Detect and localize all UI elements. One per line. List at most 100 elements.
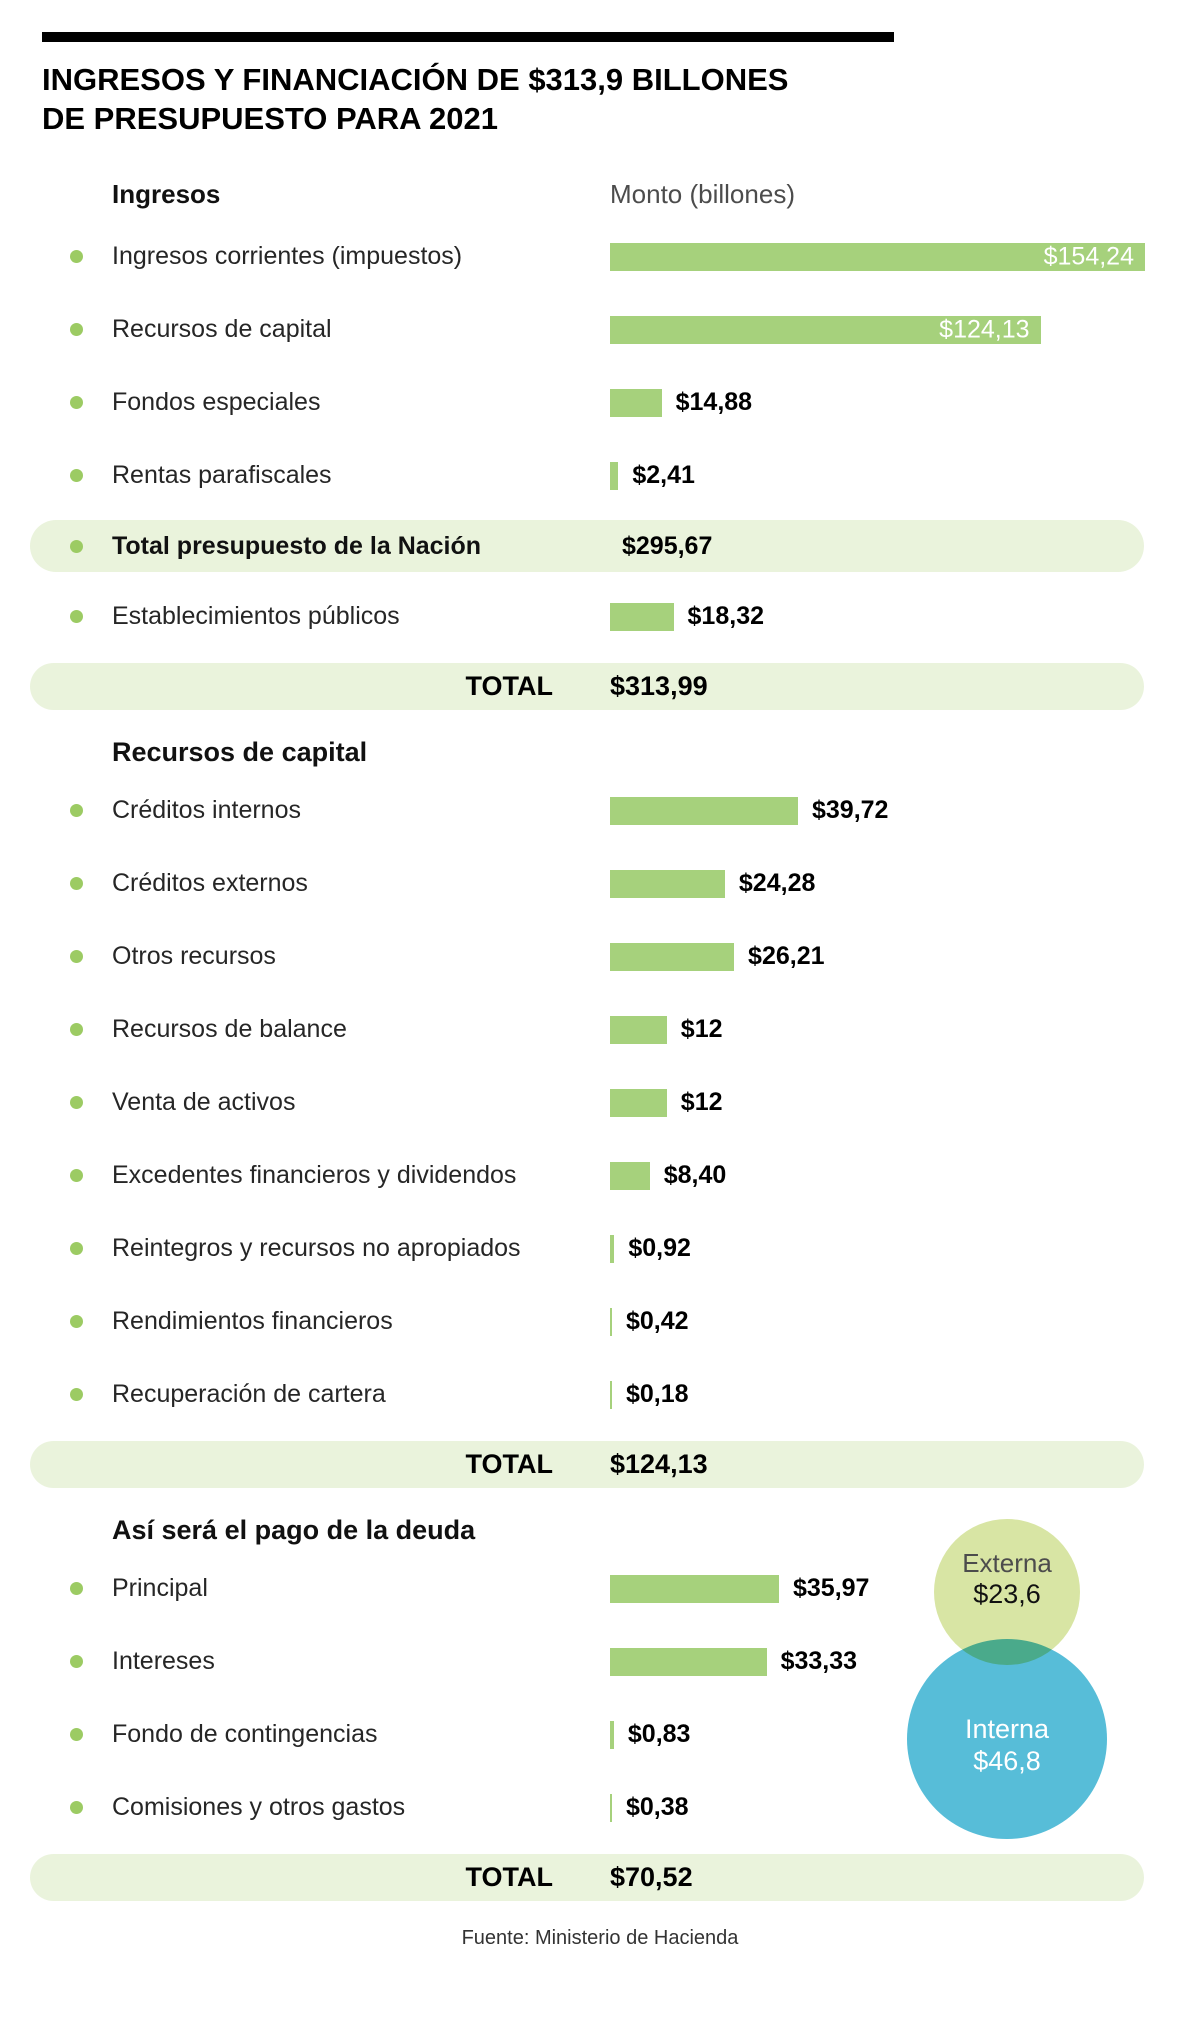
row-label: Fondos especiales (112, 388, 321, 416)
row-label: Intereses (112, 1647, 215, 1675)
page-title: INGRESOS Y FINANCIACIÓN DE $313,9 BILLON… (42, 60, 1200, 138)
section-header: Así será el pago de la deuda (42, 1508, 1200, 1552)
section-title: Así será el pago de la deuda (112, 1514, 476, 1545)
value-bar (610, 942, 735, 971)
circle-label: Externa (962, 1548, 1052, 1578)
value-bar (610, 1015, 667, 1044)
row-label: Recuperación de cartera (112, 1380, 386, 1408)
circle-value: $46,8 (973, 1746, 1041, 1776)
bar-value: $12 (680, 1088, 723, 1116)
bar-zone: $0,18 (610, 1380, 1200, 1409)
value-bar (610, 1574, 779, 1603)
row-label: Créditos externos (112, 869, 308, 897)
value-bar (610, 1793, 612, 1822)
bar-zone: $295,67 (610, 532, 1144, 561)
bar-value: $35,97 (793, 1574, 870, 1602)
bar-value: $0,38 (626, 1793, 689, 1821)
value-bar (610, 388, 662, 417)
bullet-icon (70, 250, 83, 263)
section-header: Ingresos Monto (billones) (42, 174, 1200, 210)
section-recursos-de-capital: Recursos de capital Créditos internos $39,… (30, 730, 1200, 1488)
value-bar (610, 796, 798, 825)
row-label: Rendimientos financieros (112, 1307, 393, 1335)
row-label: Ingresos corrientes (impuestos) (112, 242, 463, 270)
bar-zone: $0,83 (610, 1720, 1200, 1749)
value-bar: $154,24 (610, 242, 1145, 271)
page-title-line1: INGRESOS Y FINANCIACIÓN DE $313,9 BILLON… (42, 62, 789, 97)
bar-zone: $124,13 (610, 315, 1200, 344)
bar-zone: $12 (610, 1088, 1200, 1117)
bullet-icon (70, 1655, 83, 1668)
chart-row: Fondo de contingencias $0,83 (42, 1698, 1200, 1771)
row-label: Principal (112, 1574, 208, 1602)
chart-row: Rendimientos financieros $0,42 (42, 1285, 1200, 1358)
row-label: Total presupuesto de la Nación (112, 531, 482, 560)
chart-row: Otros recursos $26,21 (42, 920, 1200, 993)
row-label: Venta de activos (112, 1088, 296, 1116)
total-label: TOTAL (465, 1862, 554, 1892)
value-bar (610, 602, 674, 631)
value-bar (610, 1234, 615, 1263)
title-rule (42, 32, 894, 42)
total-label: TOTAL (465, 1449, 554, 1479)
bar-value: $39,72 (812, 796, 889, 824)
bullet-icon (70, 1388, 83, 1401)
bullet-icon (70, 1096, 83, 1109)
chart-row: Venta de activos $12 (42, 1066, 1200, 1139)
bar-value: $2,41 (632, 461, 695, 489)
bullet-icon (70, 1242, 83, 1255)
bar-value: $33,33 (780, 1647, 858, 1675)
circle-value: $23,6 (973, 1579, 1041, 1609)
circle-label: Interna (964, 1714, 1050, 1744)
total-row: TOTAL $70,52 (30, 1854, 1144, 1901)
bar-zone: $154,24 (610, 242, 1200, 271)
bar-value: $18,32 (687, 602, 764, 630)
bar-value: $154,24 (1043, 242, 1134, 270)
chart-row: Establecimientos públicos $18,32 (42, 580, 1200, 653)
row-value: $295,67 (622, 531, 713, 560)
value-bar (610, 461, 619, 490)
bar-value: $14,88 (675, 388, 753, 416)
bullet-icon (70, 469, 83, 482)
value-bar (610, 1307, 612, 1336)
row-label: Créditos internos (112, 796, 301, 824)
chart-sections: Ingresos Monto (billones) Ingresos corrien… (30, 174, 1200, 1901)
chart-row: Recursos de balance $12 (42, 993, 1200, 1066)
chart-row: Recursos de capital $124,13 (42, 293, 1200, 366)
bullet-icon (70, 1315, 83, 1328)
bullet-icon (70, 1023, 83, 1036)
bar-value: $0,42 (626, 1307, 689, 1335)
total-value: $70,52 (610, 1862, 693, 1892)
bar-zone: $35,97 (610, 1574, 1200, 1603)
chart-row: Intereses $33,33 (42, 1625, 1200, 1698)
bar-value: $124,13 (939, 315, 1030, 343)
bar-value: $24,28 (738, 869, 816, 897)
row-label: Otros recursos (112, 942, 276, 970)
bar-value: $0,83 (627, 1720, 691, 1748)
chart-row: Fondos especiales $14,88 (42, 366, 1200, 439)
value-bar: $124,13 (610, 315, 1041, 344)
chart-row: Reintegros y recursos no apropiados $0,92 (42, 1212, 1200, 1285)
row-label: Fondo de contingencias (112, 1720, 378, 1748)
bar-zone: $0,38 (610, 1793, 1200, 1822)
bullet-icon (70, 804, 83, 817)
bar-zone: $0,92 (610, 1234, 1200, 1263)
bullet-icon (70, 539, 83, 553)
row-label: Rentas parafiscales (112, 461, 332, 489)
bar-zone: $26,21 (610, 942, 1200, 971)
section-title: Recursos de capital (112, 736, 368, 767)
chart-row: Comisiones y otros gastos $0,38 (42, 1771, 1200, 1844)
page-title-line2: DE PRESUPUESTO PARA 2021 (42, 101, 498, 136)
row-label: Comisiones y otros gastos (112, 1793, 406, 1821)
row-label: Reintegros y recursos no apropiados (112, 1234, 521, 1262)
bullet-icon (70, 1801, 83, 1814)
chart-row: Total presupuesto de la Nación $295,67 (30, 520, 1144, 572)
bar-value: $0,18 (626, 1380, 689, 1408)
value-bar (610, 1380, 612, 1409)
source-note: Fuente: Ministerio de Hacienda (461, 1927, 739, 1949)
row-label: Recursos de capital (112, 315, 332, 343)
bar-zone: $39,72 (610, 796, 1200, 825)
row-label: Recursos de balance (112, 1015, 347, 1043)
row-label: Excedentes financieros y dividendos (112, 1161, 517, 1189)
